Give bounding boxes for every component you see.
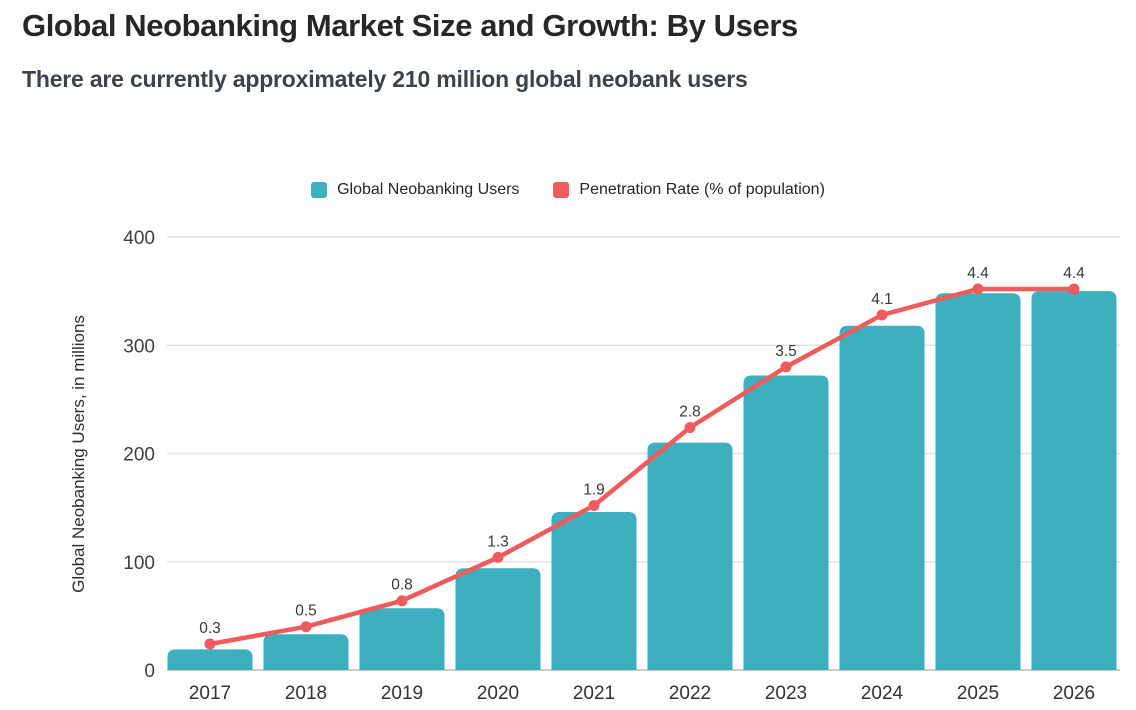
bar-2022 <box>647 442 733 670</box>
x-tick-2020: 2020 <box>477 683 519 704</box>
page-title: Global Neobanking Market Size and Growth… <box>22 8 798 43</box>
y-tick-400: 400 <box>123 228 155 249</box>
x-tick-2018: 2018 <box>285 683 327 704</box>
penetration-legend-label: Penetration Rate (% of population) <box>579 181 825 198</box>
bar-2026 <box>1031 291 1117 670</box>
x-tick-2017: 2017 <box>189 683 231 704</box>
x-tick-2026: 2026 <box>1053 683 1095 704</box>
x-tick-2019: 2019 <box>381 683 423 704</box>
y-tick-200: 200 <box>123 445 155 466</box>
line-point-2017 <box>204 638 216 650</box>
y-tick-300: 300 <box>123 336 155 357</box>
bar-2023 <box>743 375 829 670</box>
x-tick-2023: 2023 <box>765 683 807 704</box>
line-point-2023 <box>780 361 792 373</box>
line-point-label-2020: 1.3 <box>487 533 509 550</box>
bar-2018 <box>263 634 349 670</box>
line-point-label-2026: 4.4 <box>1063 265 1085 282</box>
penetration-legend-swatch-icon <box>553 182 570 198</box>
users-legend-label: Global Neobanking Users <box>337 181 520 198</box>
x-tick-2021: 2021 <box>573 683 615 704</box>
y-tick-100: 100 <box>123 553 155 574</box>
line-point-label-2018: 0.5 <box>295 603 317 620</box>
line-point-label-2019: 0.8 <box>391 577 413 594</box>
bar-2021 <box>551 511 637 670</box>
line-point-label-2022: 2.8 <box>679 404 701 421</box>
line-point-label-2017: 0.3 <box>199 620 221 637</box>
bar-2020 <box>455 568 541 670</box>
line-point-label-2021: 1.9 <box>583 481 605 498</box>
x-tick-2022: 2022 <box>669 683 711 704</box>
line-point-label-2025: 4.4 <box>967 265 989 282</box>
x-tick-2024: 2024 <box>861 683 904 704</box>
users-legend-swatch-icon <box>311 182 328 198</box>
bar-2024 <box>839 325 925 670</box>
line-point-2024 <box>876 309 888 321</box>
legend-item-penetration: Penetration Rate (% of population) <box>553 181 825 199</box>
y-axis-title: Global Neobanking Users, in millions <box>69 315 88 593</box>
line-point-label-2024: 4.1 <box>871 291 893 308</box>
line-point-2026 <box>1068 283 1080 295</box>
line-point-2020 <box>492 551 504 563</box>
line-point-2018 <box>300 621 312 633</box>
line-point-2021 <box>588 499 600 511</box>
line-point-2022 <box>684 422 696 434</box>
line-point-2019 <box>396 595 408 607</box>
bar-2025 <box>935 293 1021 670</box>
penetration-line <box>207 286 1077 647</box>
bar-2017 <box>167 649 253 670</box>
line-point-label-2023: 3.5 <box>775 343 797 360</box>
bar-2019 <box>359 608 445 670</box>
legend-item-users: Global Neobanking Users <box>311 181 519 199</box>
line-point-2025 <box>972 283 984 295</box>
page-subtitle: There are currently approximately 210 mi… <box>22 66 748 92</box>
chart-legend: Global Neobanking Users Penetration Rate… <box>0 181 1136 199</box>
y-tick-0: 0 <box>144 661 155 682</box>
x-tick-2025: 2025 <box>957 683 999 704</box>
